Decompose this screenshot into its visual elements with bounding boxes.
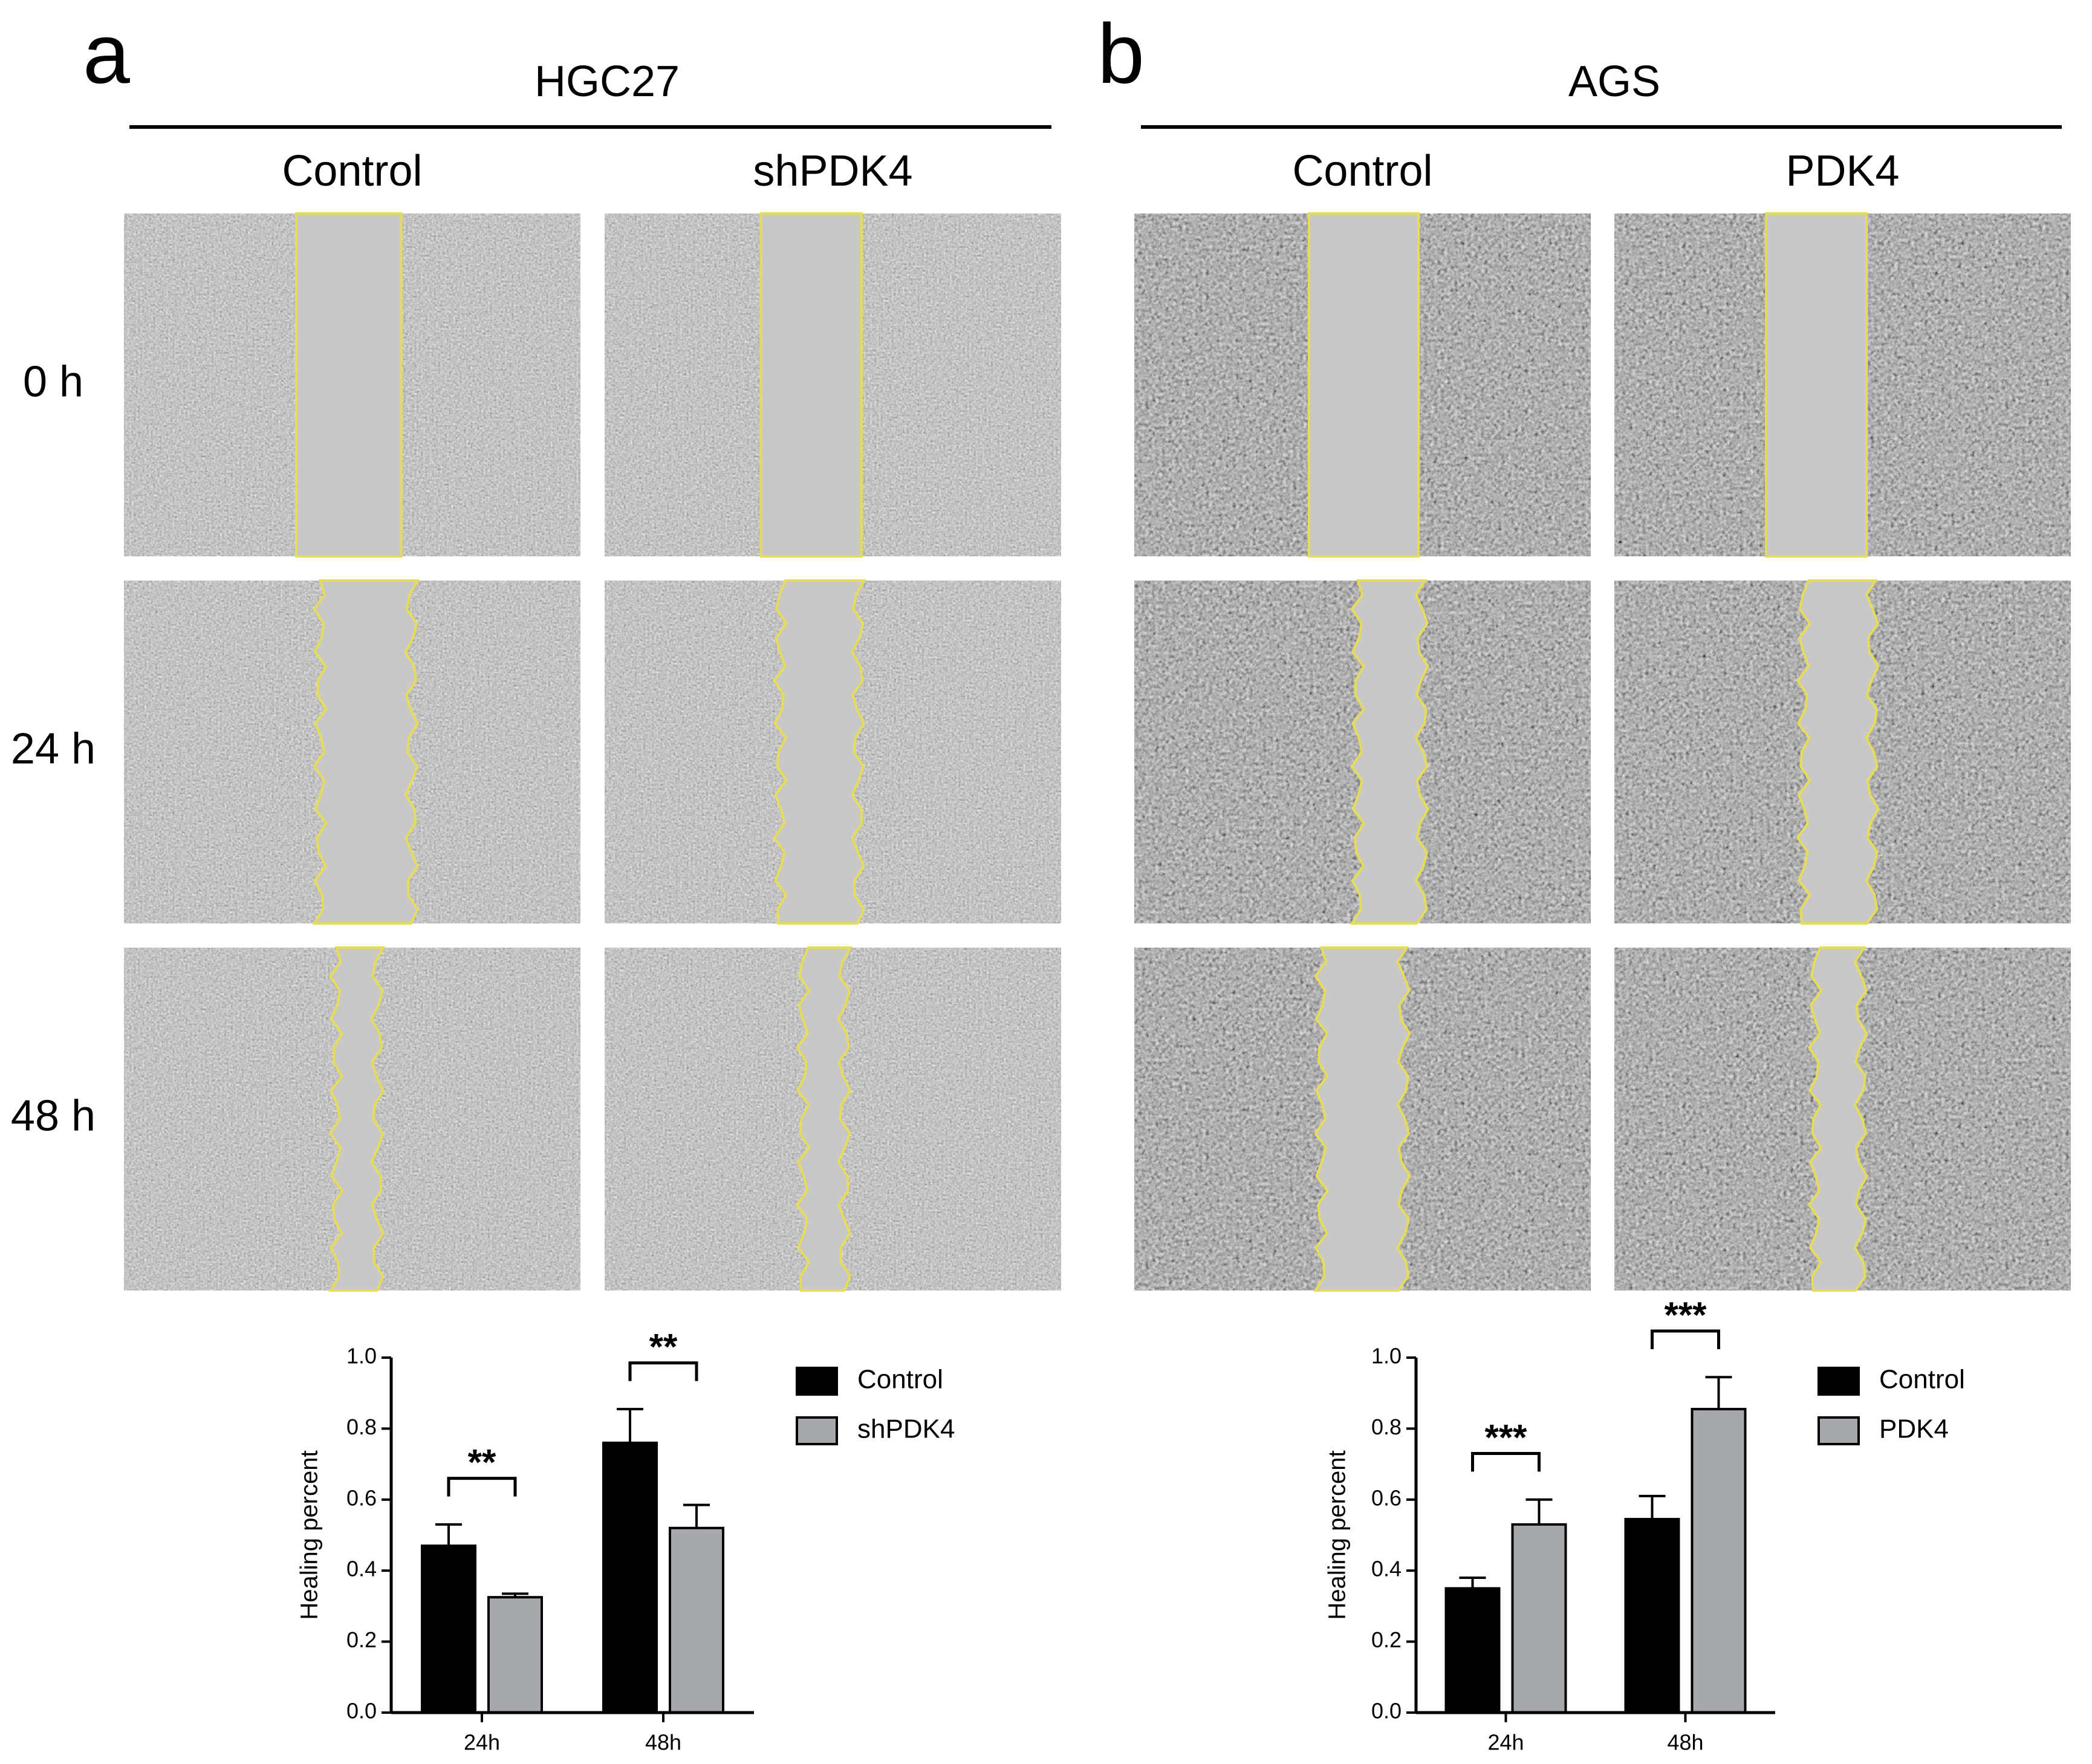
- bar: [1444, 1587, 1501, 1714]
- significance-label: ***: [1664, 1295, 1707, 1335]
- panel-label: a: [83, 6, 130, 101]
- legend-swatch: [796, 1416, 838, 1445]
- x-tick-label: 48h: [1667, 1730, 1703, 1755]
- x-tick-label: 24h: [1487, 1730, 1524, 1755]
- wound-area: [1307, 212, 1420, 558]
- y-tick-label: 0.4: [1371, 1557, 1402, 1581]
- significance-label: ***: [1484, 1417, 1527, 1457]
- significance-label: **: [649, 1327, 678, 1367]
- column-header: PDK4: [1785, 147, 1899, 195]
- y-tick-label: 1.0: [346, 1344, 377, 1369]
- column-header: shPDK4: [753, 147, 912, 195]
- bar: [421, 1544, 476, 1714]
- row-label: 24 h: [11, 725, 96, 773]
- bar: [669, 1526, 724, 1714]
- wound-area: [1807, 946, 1868, 1292]
- legend-label: Control: [857, 1365, 943, 1395]
- y-tick-label: 0.0: [346, 1699, 377, 1723]
- legend-swatch: [796, 1367, 838, 1396]
- cell-line: HGC27: [534, 57, 680, 106]
- legend-swatch: [1818, 1416, 1860, 1445]
- x-tick-label: 48h: [645, 1730, 681, 1755]
- row-label: 0 h: [23, 358, 83, 406]
- significance-label: **: [468, 1442, 496, 1482]
- wound-area: [1313, 946, 1411, 1292]
- wound-area: [773, 579, 866, 925]
- wound-area: [1765, 212, 1868, 558]
- bar: [1511, 1523, 1567, 1714]
- significance-bracket: [628, 1361, 698, 1381]
- y-axis-label: Healing percent: [1324, 1450, 1351, 1619]
- legend-label: shPDK4: [857, 1414, 955, 1444]
- y-tick-label: 0.2: [1371, 1627, 1402, 1652]
- y-tick-label: 0.6: [1371, 1485, 1402, 1510]
- wound-area: [759, 212, 863, 558]
- bar: [602, 1441, 658, 1714]
- bar: [1624, 1518, 1680, 1714]
- y-tick-label: 0.6: [346, 1485, 377, 1510]
- y-tick-label: 0.2: [346, 1627, 377, 1652]
- panel-label: b: [1097, 6, 1145, 101]
- cell-line: AGS: [1568, 57, 1660, 106]
- significance-bracket: [1651, 1329, 1720, 1349]
- y-tick-label: 0.8: [346, 1414, 377, 1439]
- row-label: 48 h: [11, 1092, 96, 1141]
- x-tick-label: 24h: [464, 1730, 500, 1755]
- significance-bracket: [1471, 1451, 1541, 1472]
- wound-area: [295, 212, 403, 558]
- y-tick-label: 0.4: [346, 1557, 377, 1581]
- wound-area: [312, 579, 420, 925]
- legend-label: Control: [1879, 1365, 1965, 1395]
- wound-area: [795, 946, 853, 1292]
- wound-area: [1796, 579, 1880, 925]
- y-tick-label: 0.0: [1371, 1699, 1402, 1723]
- y-axis-label: Healing percent: [296, 1450, 323, 1619]
- legend-label: PDK4: [1879, 1414, 1949, 1444]
- bar: [487, 1596, 543, 1714]
- bar: [1691, 1408, 1747, 1714]
- wound-area: [328, 946, 386, 1292]
- column-header: Control: [282, 147, 422, 195]
- y-tick-label: 0.8: [1371, 1414, 1402, 1439]
- y-tick-label: 1.0: [1371, 1344, 1402, 1369]
- significance-bracket: [447, 1477, 517, 1497]
- column-header: Control: [1292, 147, 1432, 195]
- wound-area: [1350, 579, 1429, 925]
- legend-swatch: [1818, 1367, 1860, 1396]
